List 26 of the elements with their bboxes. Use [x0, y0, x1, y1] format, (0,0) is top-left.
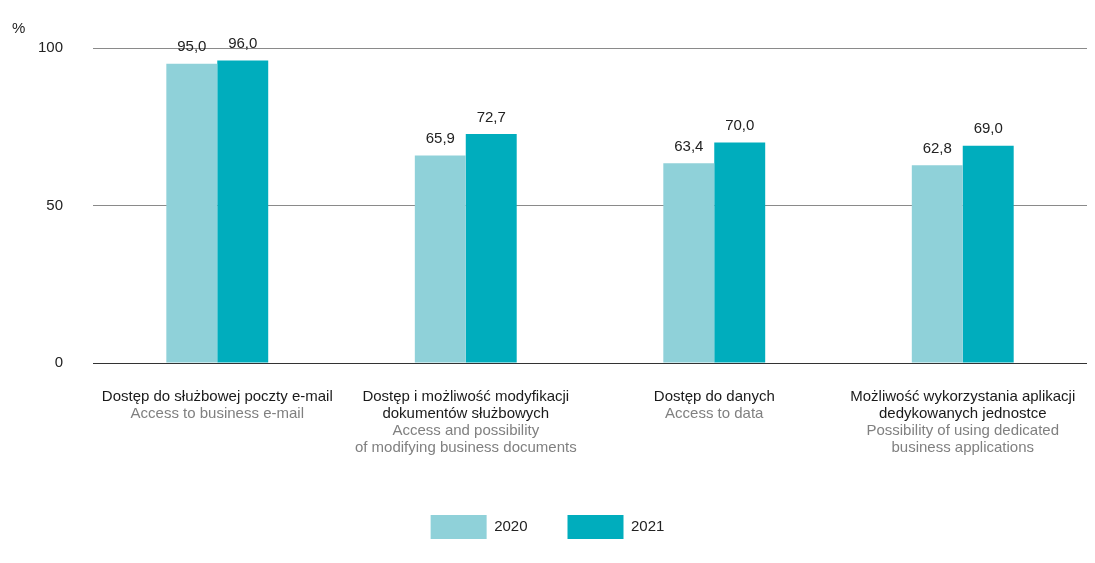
legend-label: 2020 — [494, 517, 528, 535]
data-label: 69,0 — [973, 119, 1003, 137]
data-label: 72,7 — [476, 107, 506, 125]
x-tick-label: Dostęp do służbowej poczty e-mail Access to business e-mail — [101, 386, 333, 421]
bar — [217, 60, 269, 363]
y-tick-label: 50 — [46, 195, 64, 213]
bar — [166, 63, 218, 363]
data-label: 70,0 — [725, 116, 755, 134]
x-tick-label: Możliwość wykorzystania aplikacji dedykowanych jednostce Possibility of using dedicated business applications — [850, 386, 1076, 455]
legend-label: 2021 — [631, 517, 665, 535]
data-label: 96,0 — [228, 34, 258, 52]
bar — [962, 145, 1014, 363]
y-axis-title: % — [12, 18, 26, 36]
bar — [414, 155, 466, 363]
bar — [465, 134, 517, 363]
x-tick-label: Dostęp do danych Access to data — [653, 386, 775, 421]
bar — [663, 163, 715, 363]
x-tick-label: Dostęp i możliwość modyfikacji dokumentów służbowych Access and possibility of modifying business documents — [354, 386, 577, 455]
bar — [911, 165, 963, 363]
data-label: 65,9 — [425, 129, 455, 147]
data-label: 63,4 — [674, 136, 704, 154]
y-tick-label: 0 — [54, 353, 64, 371]
data-label: 95,0 — [177, 37, 207, 55]
y-tick-label: 100 — [38, 38, 64, 56]
bar — [714, 142, 766, 363]
data-label: 62,8 — [922, 138, 952, 156]
